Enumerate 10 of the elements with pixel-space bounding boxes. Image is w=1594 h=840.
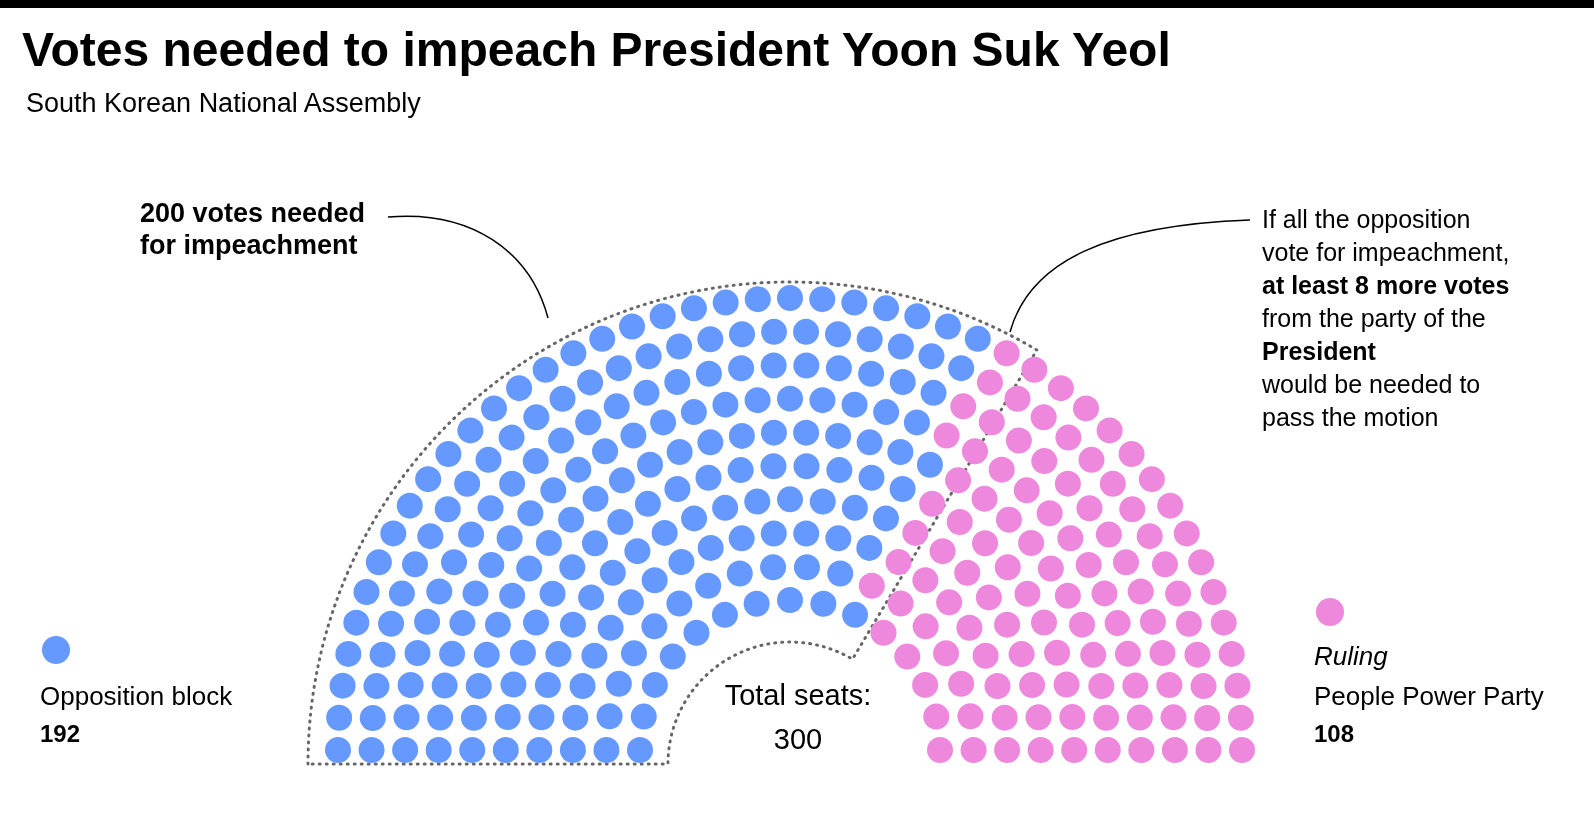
- text: Ruling: [1314, 641, 1389, 671]
- text: If all the opposition vote for impeachment, at least 8 more votes from the party of the President would be needed to pass the motion: [1261, 205, 1510, 431]
- data-label: 108: [1314, 720, 1355, 747]
- text: South Korean National Assembly: [26, 88, 422, 118]
- data-label: 192: [40, 720, 81, 747]
- category-label: People Power Party: [1314, 681, 1544, 711]
- text: Total seats: 300: [724, 679, 872, 755]
- text: Votes needed to impeach President Yoon Suk Yeol: [22, 23, 1171, 76]
- text: 200 votes needed for impeachment: [140, 198, 366, 260]
- category-label: Opposition block: [40, 681, 234, 711]
